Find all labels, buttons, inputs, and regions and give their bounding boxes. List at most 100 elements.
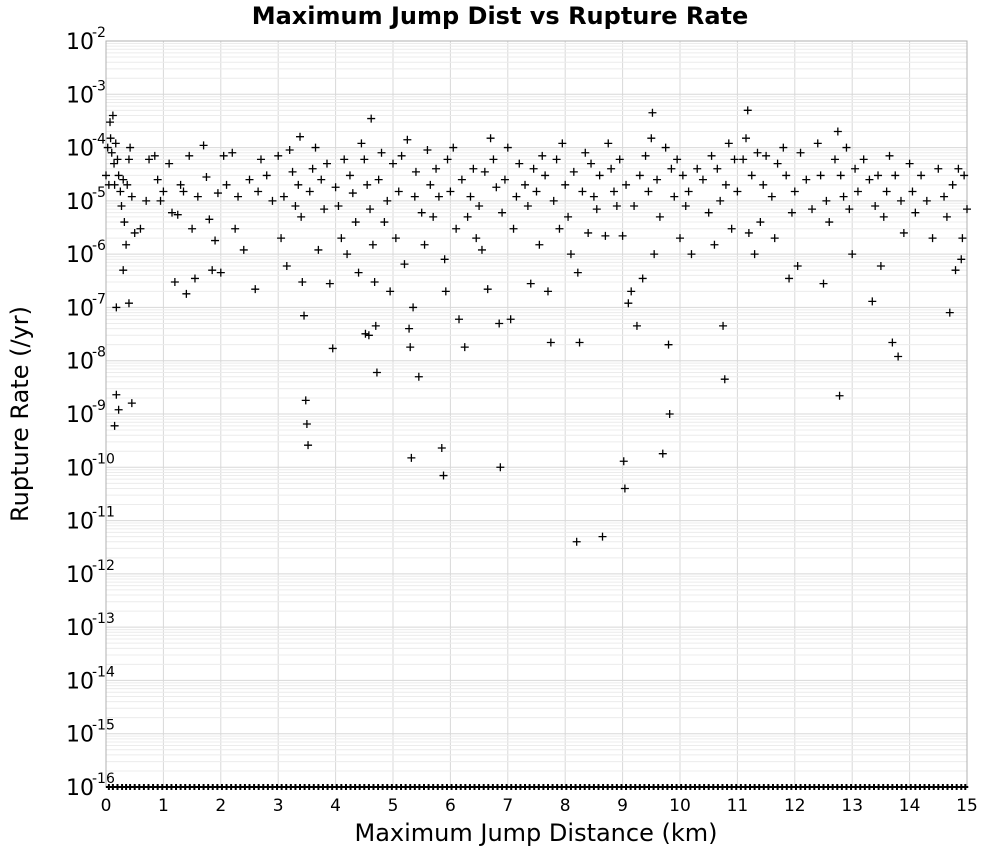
data-point <box>423 146 432 155</box>
data-point <box>566 250 575 259</box>
data-point <box>411 167 420 176</box>
data-point <box>211 236 220 245</box>
y-tick-base: 10 <box>66 616 94 641</box>
data-point <box>742 134 751 143</box>
data-point <box>354 268 363 277</box>
x-tick-label: 3 <box>273 796 284 816</box>
data-point <box>573 268 582 277</box>
data-point <box>934 164 943 173</box>
y-tick-label: 10-11 <box>66 505 115 535</box>
data-point <box>460 343 469 352</box>
x-tick-label: 7 <box>502 796 513 816</box>
data-point <box>213 189 222 198</box>
data-point <box>644 187 653 196</box>
data-point <box>420 240 429 249</box>
data-point <box>463 212 472 221</box>
grid <box>105 41 968 788</box>
y-tick-label: 10-6 <box>66 238 106 268</box>
data-point <box>523 202 532 211</box>
data-point <box>845 205 854 214</box>
data-point <box>168 208 177 217</box>
data-point <box>492 183 501 192</box>
data-point <box>372 368 381 377</box>
data-point <box>380 218 389 227</box>
data-point <box>130 228 139 237</box>
data-point <box>368 240 377 249</box>
data-point <box>440 255 449 264</box>
data-point <box>116 187 125 196</box>
data-point <box>297 212 306 221</box>
data-point <box>239 245 248 254</box>
data-point <box>472 234 481 243</box>
data-point <box>477 245 486 254</box>
data-point <box>598 532 607 541</box>
data-point <box>624 299 633 308</box>
data-point <box>693 164 702 173</box>
data-point <box>879 212 888 221</box>
data-point <box>896 196 905 205</box>
data-point <box>364 331 373 340</box>
data-point <box>391 234 400 243</box>
data-point <box>839 192 848 201</box>
data-point <box>830 155 839 164</box>
data-point <box>905 159 914 168</box>
data-point <box>127 399 136 408</box>
data-point <box>414 372 423 381</box>
data-point <box>564 212 573 221</box>
data-point <box>110 180 119 189</box>
data-point <box>724 139 733 148</box>
data-point <box>302 419 311 428</box>
data-point <box>779 143 788 152</box>
data-point <box>170 278 179 287</box>
data-point <box>670 192 679 201</box>
data-point <box>825 218 834 227</box>
data-point <box>120 218 129 227</box>
y-tick-label: 10-10 <box>66 451 115 481</box>
y-tick-base: 10 <box>66 723 94 748</box>
data-point <box>733 187 742 196</box>
y-tick-label: 10-4 <box>66 132 106 162</box>
data-point <box>813 139 822 148</box>
data-point <box>572 537 581 546</box>
y-tick-exponent: -3 <box>92 78 106 94</box>
y-tick-base: 10 <box>66 83 94 108</box>
data-point <box>123 180 132 189</box>
data-point <box>630 202 639 211</box>
data-point <box>759 180 768 189</box>
data-point <box>954 164 963 173</box>
floor-points <box>105 784 969 790</box>
data-point <box>676 234 684 243</box>
data-point <box>498 208 507 217</box>
data-point <box>650 250 659 259</box>
y-tick-base: 10 <box>66 190 94 215</box>
data-point <box>351 218 360 227</box>
data-point <box>150 151 159 160</box>
data-point <box>632 321 641 330</box>
chart-title: Maximum Jump Dist vs Rupture Rate <box>252 2 749 30</box>
data-point <box>429 212 438 221</box>
data-point <box>308 164 317 173</box>
x-tick-label: 13 <box>841 796 863 816</box>
x-tick-label: 14 <box>899 796 921 816</box>
data-point <box>922 196 931 205</box>
data-point <box>383 196 392 205</box>
data-point <box>885 151 894 160</box>
data-point <box>122 240 131 249</box>
data-point <box>274 151 283 160</box>
data-point <box>575 338 584 347</box>
data-point <box>107 148 116 157</box>
data-point <box>103 143 112 152</box>
y-tick-base: 10 <box>66 243 94 268</box>
data-point <box>753 148 762 157</box>
y-tick-exponent: -7 <box>92 291 106 307</box>
data-point <box>331 183 340 192</box>
data-point <box>512 192 521 201</box>
data-point <box>607 164 616 173</box>
data-point <box>441 287 450 296</box>
data-point <box>526 279 535 288</box>
y-tick-exponent: -5 <box>92 185 106 201</box>
data-point <box>665 410 674 418</box>
y-tick-base: 10 <box>66 137 94 162</box>
data-point <box>126 143 135 152</box>
y-tick-exponent: -11 <box>92 505 115 521</box>
